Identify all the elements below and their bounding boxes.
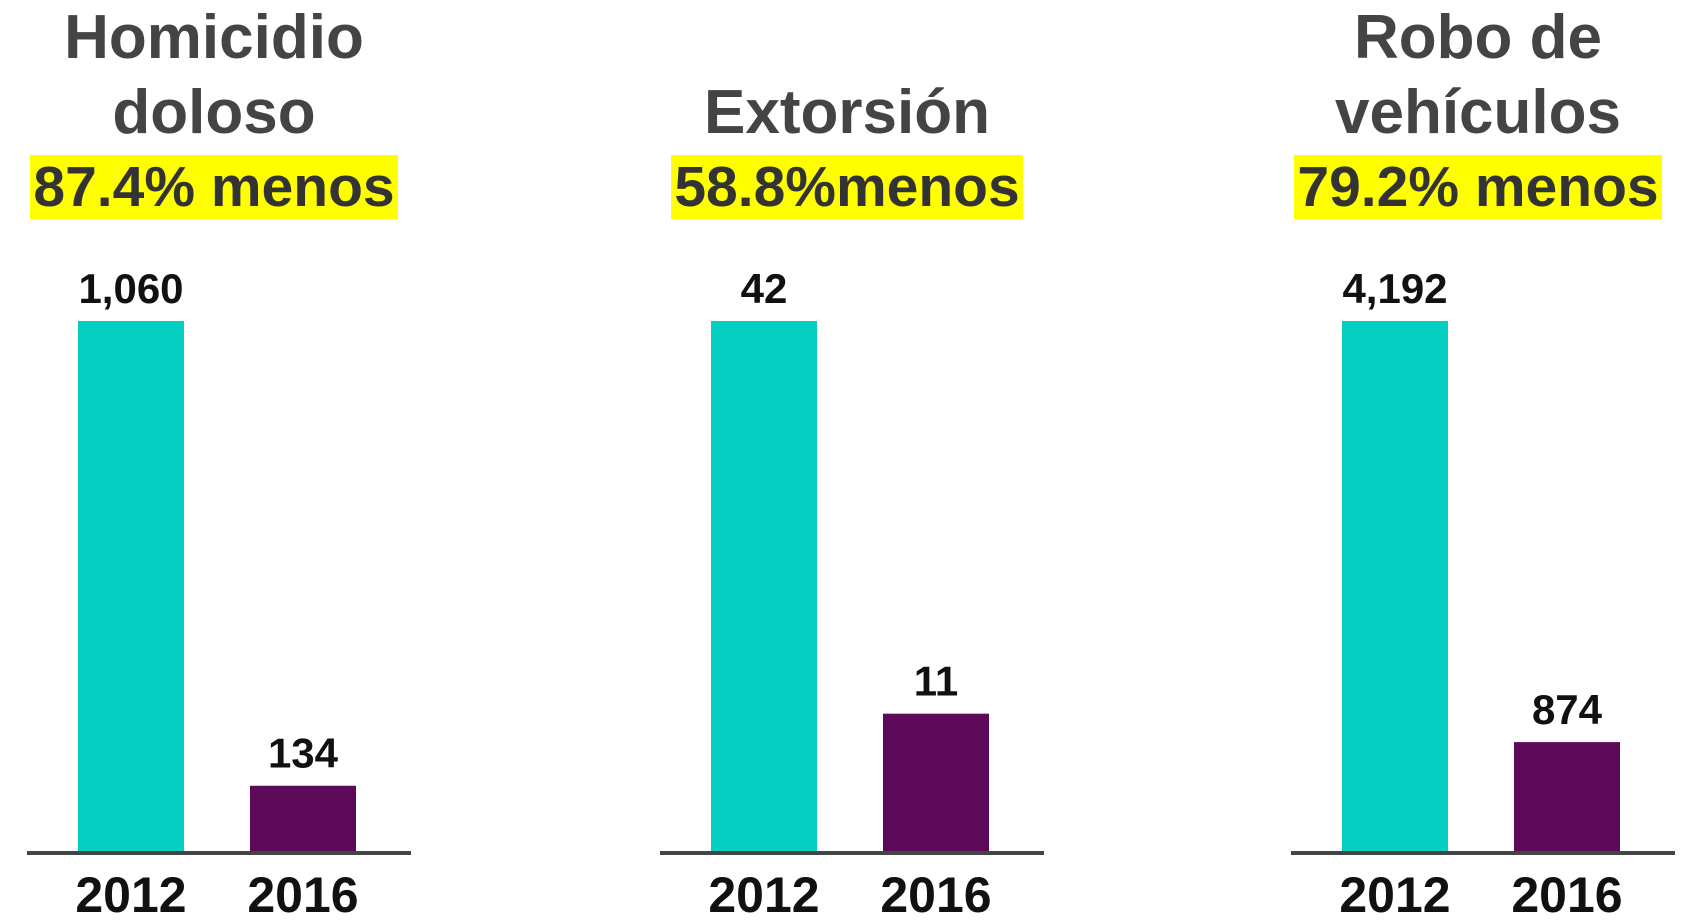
bar <box>1342 321 1448 853</box>
value-label: 874 <box>1532 686 1603 733</box>
x-tick-label: 2012 <box>708 867 819 920</box>
chart-subtitle: 58.8%menos <box>671 155 1023 219</box>
bar <box>883 713 989 853</box>
chart-title-box: Robo de vehículos <box>1258 0 1689 150</box>
chart-title: Homicidio doloso <box>64 3 364 147</box>
value-label: 1,060 <box>78 265 183 312</box>
x-tick-label: 2012 <box>75 867 186 920</box>
x-tick-label: 2012 <box>1339 867 1450 920</box>
chart-title: Robo de vehículos <box>1335 3 1621 147</box>
value-label: 11 <box>914 658 958 705</box>
x-tick-label: 2016 <box>1511 867 1622 920</box>
subtitle-box: 79.2% menos <box>1258 151 1689 224</box>
x-tick-label: 2016 <box>880 867 991 920</box>
chart-title: Extorsión <box>704 78 990 147</box>
x-tick-label: 2016 <box>247 867 358 920</box>
value-label: 134 <box>268 730 339 777</box>
bar <box>711 321 817 853</box>
subtitle-box: 58.8%menos <box>627 151 1067 224</box>
bar <box>78 321 184 853</box>
value-label: 4,192 <box>1342 265 1447 312</box>
bar <box>250 785 356 853</box>
subtitle-box: 87.4% menos <box>0 151 434 224</box>
value-label: 42 <box>741 265 788 312</box>
chart-title-box: Homicidio doloso <box>0 0 434 150</box>
bar <box>1514 742 1620 853</box>
chart-subtitle: 79.2% menos <box>1294 155 1662 219</box>
chart-subtitle: 87.4% menos <box>30 155 398 219</box>
chart-title-box: Extorsión <box>627 0 1067 150</box>
